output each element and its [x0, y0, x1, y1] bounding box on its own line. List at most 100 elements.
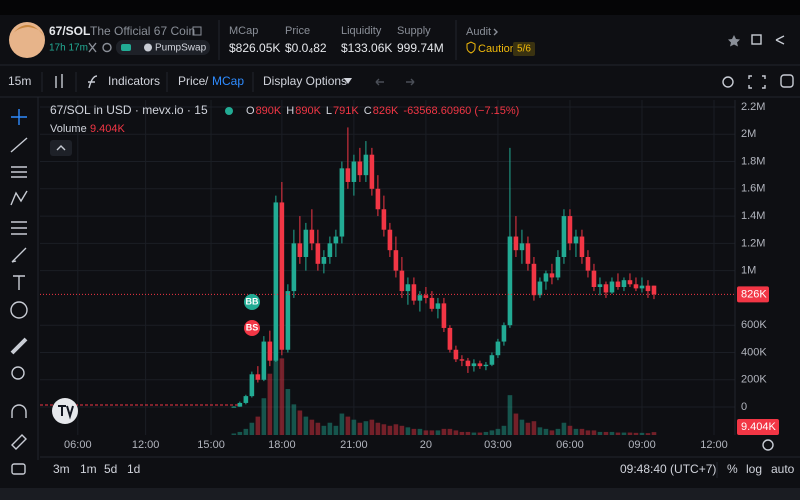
- range[interactable]: 1m: [80, 462, 97, 476]
- stat-value: 999.74M: [397, 41, 444, 55]
- volume-bar: [297, 410, 303, 435]
- volume-bar: [633, 432, 639, 435]
- y-tick-label: 1.2M: [741, 237, 765, 249]
- candle-body: [291, 243, 297, 292]
- text-tool[interactable]: [13, 275, 25, 290]
- candle-body: [465, 360, 471, 367]
- auto-toggle[interactable]: auto: [771, 462, 795, 476]
- log-toggle[interactable]: log: [746, 462, 762, 476]
- ohlc-value: 791K: [333, 105, 359, 117]
- y-tick-label: 600K: [741, 319, 767, 331]
- volume-bar: [447, 428, 453, 435]
- audit-label[interactable]: Audit: [466, 26, 491, 38]
- percent-toggle[interactable]: %: [727, 462, 738, 476]
- copy-icon[interactable]: [192, 26, 202, 36]
- ohlc-key: H: [286, 105, 294, 117]
- token-avatar: [9, 22, 45, 58]
- candle-body: [525, 243, 531, 264]
- volume-bar: [387, 425, 393, 435]
- x-tick-label: 06:00: [556, 439, 584, 451]
- stat-value: $133.06K: [341, 41, 392, 55]
- x-tick-label: 21:00: [340, 439, 368, 451]
- volume-bar: [651, 432, 657, 435]
- settings-icon[interactable]: [722, 76, 734, 88]
- dex-pill[interactable]: [116, 40, 210, 55]
- share2-icon[interactable]: [775, 35, 785, 45]
- lock-tool[interactable]: [11, 463, 26, 475]
- volume-bar: [303, 416, 309, 435]
- mcap-toggle[interactable]: MCap: [212, 74, 244, 88]
- fib-tool[interactable]: [11, 166, 27, 178]
- volume-bar: [573, 428, 579, 435]
- star-icon[interactable]: [728, 35, 740, 47]
- range[interactable]: 3m: [53, 462, 70, 476]
- candle-body: [375, 188, 381, 210]
- candle-body: [423, 295, 429, 298]
- candle-body: [549, 273, 555, 278]
- candle-body: [537, 281, 543, 296]
- toggle-slash: /: [205, 74, 209, 88]
- candle-body: [651, 285, 657, 295]
- x-tick-label: 12:00: [132, 439, 160, 451]
- candle-body: [489, 355, 495, 365]
- volume-bar: [267, 373, 273, 435]
- candle-body: [249, 374, 255, 397]
- zoom-tool[interactable]: [11, 366, 25, 380]
- volume-bar: [579, 428, 585, 435]
- range[interactable]: 1d: [127, 462, 140, 476]
- volume-bar: [255, 416, 261, 435]
- volume-bar: [231, 433, 237, 435]
- clock: 09:48:40 (UTC+7): [620, 462, 716, 476]
- volume-bar: [609, 431, 615, 435]
- x-icon[interactable]: [88, 42, 97, 53]
- top-strip: [0, 0, 800, 15]
- candle-type-icon[interactable]: [55, 74, 63, 88]
- brush-tool[interactable]: [11, 247, 27, 263]
- interval[interactable]: 15m: [8, 74, 31, 88]
- price-toggle[interactable]: Price: [178, 74, 206, 88]
- pill-icon: [121, 44, 131, 51]
- pattern-tool[interactable]: [10, 190, 28, 206]
- emoji-tool[interactable]: [10, 301, 28, 319]
- camera-icon[interactable]: [780, 74, 794, 88]
- display-options[interactable]: Display Options: [263, 74, 347, 88]
- magnet-tool[interactable]: [11, 404, 27, 418]
- x-tick-label: 06:00: [64, 439, 92, 451]
- candle-body: [441, 303, 447, 328]
- range[interactable]: 5d: [104, 462, 117, 476]
- ruler-tool[interactable]: [10, 337, 28, 355]
- volume-bar: [333, 425, 339, 435]
- trendline-tool[interactable]: [10, 137, 28, 153]
- stat-value: $0.0₄82: [285, 41, 327, 55]
- share-icon[interactable]: [751, 34, 762, 45]
- volume-bar: [315, 422, 321, 435]
- volume-bar: [525, 422, 531, 435]
- volume-bar: [339, 413, 345, 435]
- candle-body: [345, 168, 351, 182]
- ohlc-legend: O 890K H 890K L 791K C 826K -63568.60960 (−7.15%…: [246, 105, 519, 117]
- lock-draw-tool[interactable]: [11, 434, 27, 450]
- crosshair-tool[interactable]: [11, 109, 27, 125]
- marker-bb[interactable]: [244, 294, 260, 310]
- collapse-button[interactable]: [50, 140, 72, 156]
- ohlc-value: 826K: [373, 105, 399, 117]
- web-icon[interactable]: [102, 42, 112, 53]
- y-tick-label: 2M: [741, 128, 756, 140]
- x-tick-label: 15:00: [197, 439, 225, 451]
- pair: 67/SOL: [49, 24, 90, 38]
- age: 17h 17m: [49, 43, 88, 54]
- volume-bar: [327, 422, 333, 435]
- marker-bs[interactable]: [244, 320, 260, 336]
- undo-icon[interactable]: [375, 78, 384, 86]
- chevron: [493, 28, 498, 36]
- redo-icon[interactable]: [406, 78, 415, 86]
- audit-score-box: [513, 42, 535, 56]
- projection-tool[interactable]: [11, 221, 27, 235]
- volume-bar: [273, 340, 279, 435]
- ohlc-key: L: [326, 105, 332, 117]
- collapse-icon: [56, 145, 66, 151]
- indicators[interactable]: Indicators: [108, 74, 160, 88]
- axis-settings[interactable]: [762, 439, 774, 451]
- fullscreen-icon[interactable]: [748, 75, 766, 89]
- candle-body: [393, 250, 399, 271]
